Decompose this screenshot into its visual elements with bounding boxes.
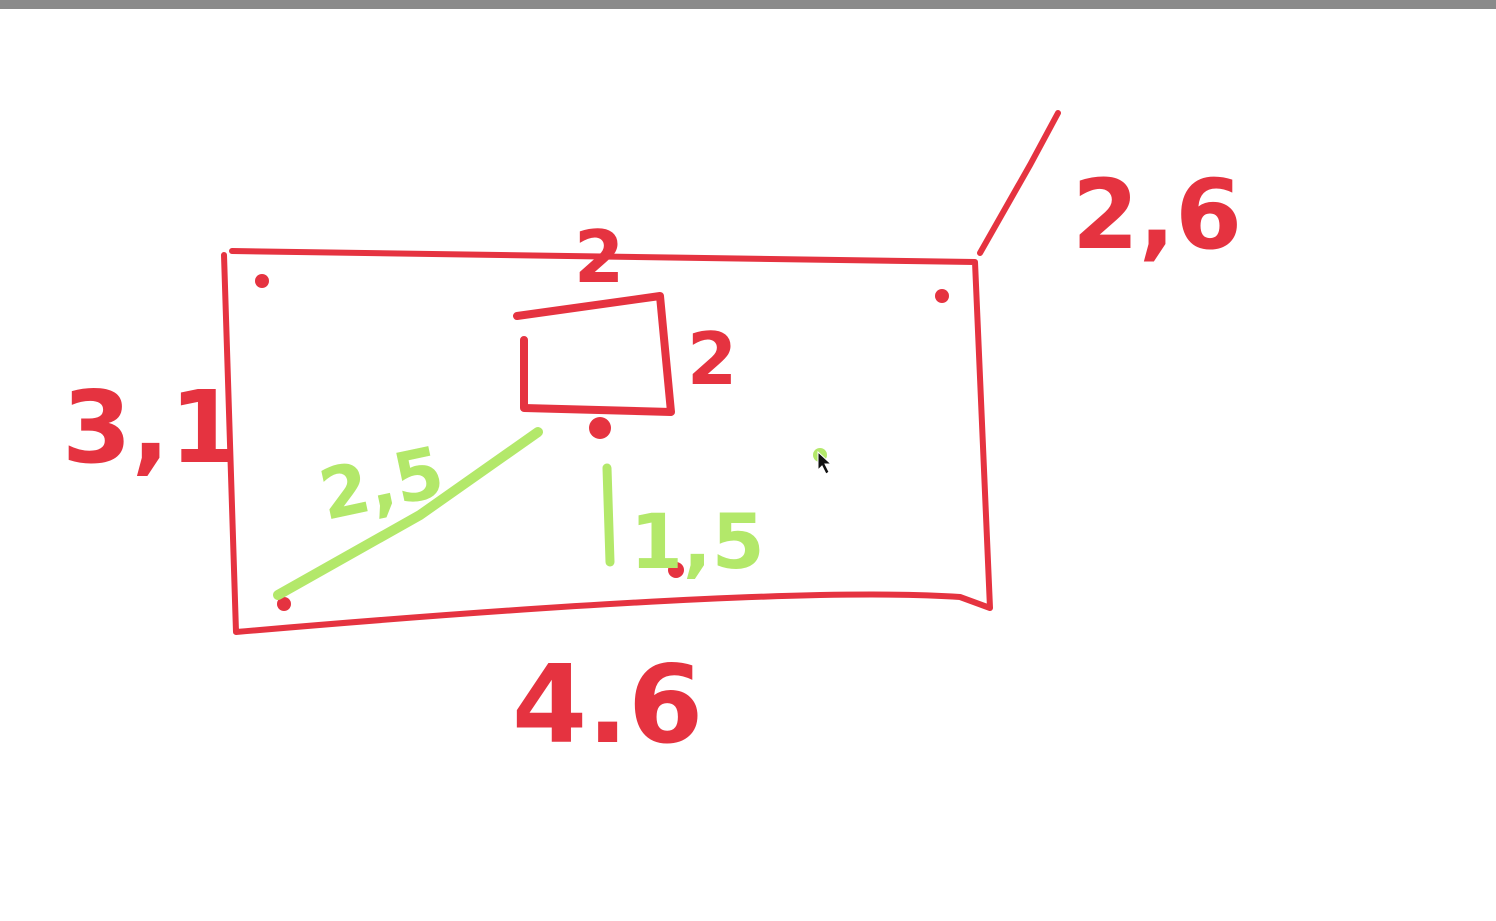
- small-rectangle: [513, 292, 675, 416]
- label-small-rect-top: 2: [574, 215, 624, 299]
- label-left: 3,1: [62, 369, 239, 486]
- whiteboard-canvas[interactable]: [0, 9, 1496, 921]
- label-small-rect-right: 2: [687, 317, 737, 401]
- large-rectangle: [221, 248, 993, 635]
- small-rectangle-bottom-dot: [589, 417, 611, 439]
- diagonal-tick-stroke: [977, 110, 1061, 256]
- mouse-pointer-icon: [817, 450, 833, 475]
- label-top-right: 2,6: [1072, 159, 1242, 271]
- vertical-line-bottom-dot: [668, 562, 684, 578]
- diagonal-measure-line: [273, 427, 543, 600]
- window-title-bar: [0, 0, 1496, 9]
- label-vertical: 1,5: [630, 497, 765, 586]
- corner-dot-top-left: [255, 274, 269, 288]
- vertical-measure-line: [602, 463, 615, 567]
- label-bottom: 4.6: [512, 643, 703, 768]
- label-diagonal: 2,5: [312, 431, 450, 537]
- corner-dot-bottom-left: [277, 597, 291, 611]
- corner-dot-top-right: [935, 289, 949, 303]
